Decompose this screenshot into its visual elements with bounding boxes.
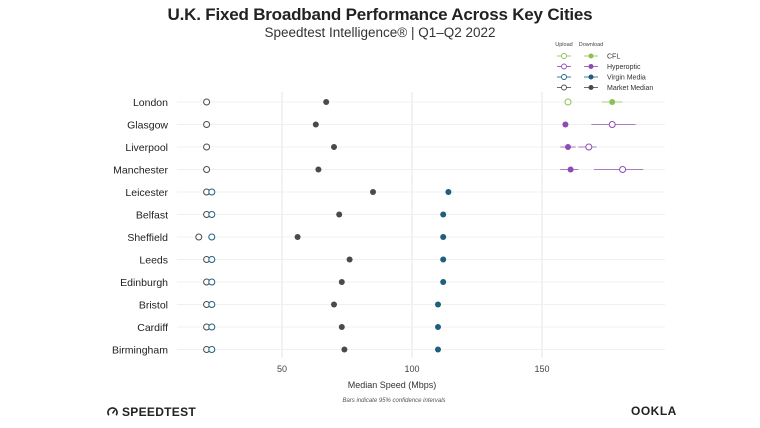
virgin-media-upload-point [208,188,216,196]
market-median-upload-point [203,121,211,128]
market-median-download-point [341,346,348,353]
x-axis-label: Median Speed (Mbps) [348,380,437,390]
legend-entry-label: Market Median [607,85,653,92]
legend-upload-marker [561,63,567,70]
x-tick-label: 100 [404,364,419,374]
legend-upload-marker [561,53,567,59]
market-median-download-point [323,99,330,105]
legend-download-marker [588,64,594,69]
hyperoptic-upload-point [585,143,593,151]
legend-download-marker [588,74,594,80]
chart-title: U.K. Fixed Broadband Performance Across … [167,5,593,24]
virgin-media-download-point [440,279,447,285]
legend-download-marker [588,85,594,90]
speedtest-gauge-icon [107,406,118,416]
speedtest-logo: SPEEDTEST [107,405,196,419]
cfl-download-point [609,99,616,105]
legend-column-header: Download [579,42,603,48]
cfl-upload-point [564,98,572,106]
legend-column-header: Upload [555,42,572,48]
virgin-media-upload-point [208,233,216,241]
virgin-media-download-point [445,189,452,195]
city-label: Belfast [136,210,168,222]
market-median-upload-point [203,143,211,151]
legend-download-marker [588,53,594,59]
city-label: Glasgow [127,120,168,132]
market-median-download-point [312,121,319,128]
city-label: Bristol [139,300,168,312]
confidence-note: Bars indicate 95% confidence intervals [342,398,445,404]
virgin-media-download-point [435,324,441,330]
legend-entry-label: CFL [607,54,620,61]
legend-entry-label: Virgin Media [607,75,646,82]
virgin-media-download-point [440,211,447,218]
virgin-media-download-point [440,234,447,240]
legend-entry-label: Hyperoptic [607,64,641,71]
virgin-media-upload-point [208,346,216,353]
virgin-media-download-point [440,256,447,263]
hyperoptic-upload-point [608,121,616,128]
market-median-upload-point [203,98,211,106]
hyperoptic-download-point [565,144,571,150]
city-label: Sheffield [127,232,168,244]
city-label: Birmingham [112,345,168,357]
market-median-download-point [315,166,322,173]
hyperoptic-upload-point [619,166,627,173]
market-median-download-point [370,189,376,195]
market-median-download-point [294,234,301,240]
market-median-download-point [336,211,343,218]
virgin-media-upload-point [208,323,216,331]
city-label: Edinburgh [120,277,168,289]
virgin-media-upload-point [208,278,216,286]
hyperoptic-download-point [567,166,574,173]
legend-upload-marker [561,84,567,91]
x-tick-label: 50 [277,364,287,374]
market-median-download-point [346,256,353,263]
city-label: Leicester [125,187,168,199]
virgin-media-upload-point [208,301,216,308]
market-median-upload-point [195,233,203,241]
market-median-download-point [338,324,345,330]
x-tick-label: 150 [534,364,549,374]
speedtest-wordmark: SPEEDTEST [122,405,197,419]
market-median-upload-point [203,166,211,173]
legend-upload-marker [561,74,567,80]
chart-subtitle: Speedtest Intelligence® | Q1–Q2 2022 [264,25,496,40]
virgin-media-upload-point [208,256,216,263]
virgin-media-upload-point [208,211,216,218]
hyperoptic-download-point [562,121,569,128]
market-median-download-point [338,279,345,285]
virgin-media-download-point [435,301,441,308]
city-label: Cardiff [137,322,168,334]
virgin-media-download-point [435,346,441,353]
ookla-logo: OOKLA [631,404,677,418]
market-median-download-point [331,301,337,308]
city-label: Leeds [139,255,168,267]
market-median-download-point [331,144,337,150]
city-label: Manchester [113,165,168,177]
city-label: Liverpool [125,142,168,154]
city-label: London [133,97,168,109]
